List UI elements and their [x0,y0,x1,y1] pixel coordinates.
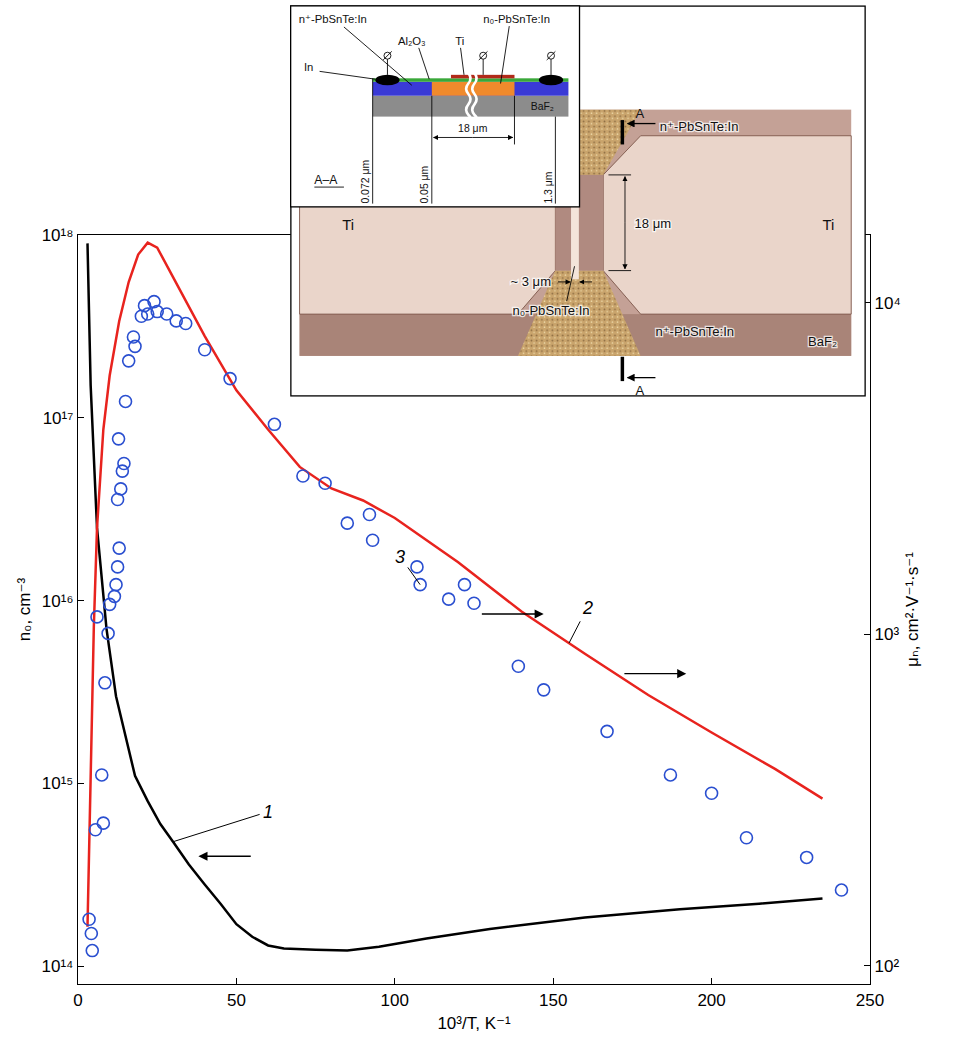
svg-text:n₀-PbSnTe:In: n₀-PbSnTe:In [483,13,550,25]
svg-text:150: 150 [539,991,567,1010]
svg-text:2: 2 [582,598,593,618]
svg-text:10²: 10² [875,957,900,976]
svg-text:Al₂O₃: Al₂O₃ [398,35,426,47]
svg-text:10¹⁵: 10¹⁵ [42,774,74,793]
svg-text:1: 1 [263,802,273,822]
svg-text:10¹⁸: 10¹⁸ [42,226,74,245]
svg-text:10¹⁷: 10¹⁷ [43,409,74,428]
svg-text:10⁴: 10⁴ [875,294,901,313]
svg-text:~ 3 μm: ~ 3 μm [511,274,552,289]
svg-text:200: 200 [697,991,725,1010]
svg-text:3: 3 [395,547,405,567]
svg-text:n⁺-PbSnTe:In: n⁺-PbSnTe:In [299,13,367,25]
svg-text:Ti: Ti [455,35,464,47]
svg-text:10¹⁴: 10¹⁴ [42,957,74,976]
svg-text:n⁺-PbSnTe:In: n⁺-PbSnTe:In [660,119,739,134]
svg-text:n⁺-PbSnTe:In: n⁺-PbSnTe:In [655,324,734,339]
svg-text:18 μm: 18 μm [635,216,672,231]
svg-text:0: 0 [73,991,82,1010]
svg-text:n₀-PbSnTe:In: n₀-PbSnTe:In [512,303,589,318]
svg-text:Ti: Ti [822,217,834,233]
svg-text:A: A [635,106,644,121]
svg-text:Ti: Ti [342,217,354,233]
svg-text:10³/T, K⁻¹: 10³/T, K⁻¹ [437,1014,511,1033]
svg-text:BaF₂: BaF₂ [808,334,837,349]
svg-text:50: 50 [227,991,246,1010]
svg-text:1.3 μm: 1.3 μm [543,171,554,203]
svg-text:18 μm: 18 μm [458,123,487,134]
svg-text:In: In [304,61,313,73]
svg-text:n₀, cm⁻³: n₀, cm⁻³ [15,578,34,642]
svg-text:10¹⁶: 10¹⁶ [42,592,74,611]
svg-text:0.072 μm: 0.072 μm [360,160,371,204]
svg-text:250: 250 [856,991,884,1010]
svg-text:A: A [635,383,644,397]
svg-text:μₙ, cm²·V⁻¹·s⁻¹: μₙ, cm²·V⁻¹·s⁻¹ [903,552,922,667]
svg-text:A–A: A–A [314,173,338,187]
svg-text:10³: 10³ [875,625,900,644]
svg-text:100: 100 [381,991,409,1010]
svg-text:0.05 μm: 0.05 μm [419,166,430,204]
svg-text:BaF₂: BaF₂ [531,102,554,113]
